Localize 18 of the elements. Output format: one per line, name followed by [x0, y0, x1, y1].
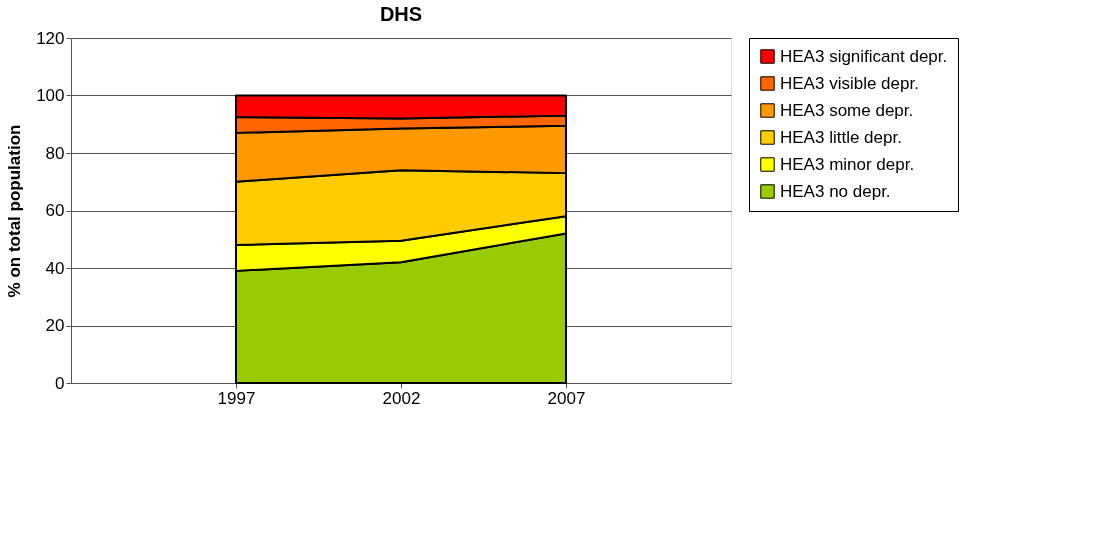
y-tick-label: 20	[45, 316, 65, 335]
legend-label: HEA3 minor depr.	[780, 154, 915, 174]
chart-title: DHS	[379, 3, 423, 25]
y-tick-label: 60	[45, 201, 65, 220]
legend-label: HEA3 visible depr.	[780, 73, 919, 93]
legend-label: HEA3 no depr.	[780, 181, 891, 201]
x-tick-label: 1997	[217, 388, 256, 408]
y-tick-label: 40	[45, 258, 65, 278]
legend-label: HEA3 little depr.	[780, 127, 902, 147]
y-tick-label: 80	[45, 143, 65, 163]
legend-label: HEA3 significant depr.	[780, 46, 948, 66]
x-tick-label: 2002	[382, 388, 421, 408]
x-tick-label: 2007	[547, 388, 586, 408]
legend-label: HEA3 some depr.	[780, 100, 914, 120]
y-axis-title: % on total population	[5, 124, 25, 298]
y-tick-label: 0	[55, 373, 65, 393]
y-tick-label: 120	[36, 28, 65, 48]
y-tick-label: 100	[36, 86, 65, 105]
